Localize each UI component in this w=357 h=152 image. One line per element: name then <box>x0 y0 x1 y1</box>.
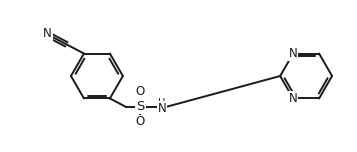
Text: N: N <box>289 47 297 60</box>
Text: O: O <box>136 115 145 128</box>
Text: S: S <box>136 100 145 113</box>
Text: N: N <box>43 27 52 40</box>
Text: N: N <box>158 102 167 115</box>
Text: O: O <box>136 85 145 98</box>
Text: H: H <box>159 98 166 108</box>
Text: N: N <box>289 92 297 105</box>
